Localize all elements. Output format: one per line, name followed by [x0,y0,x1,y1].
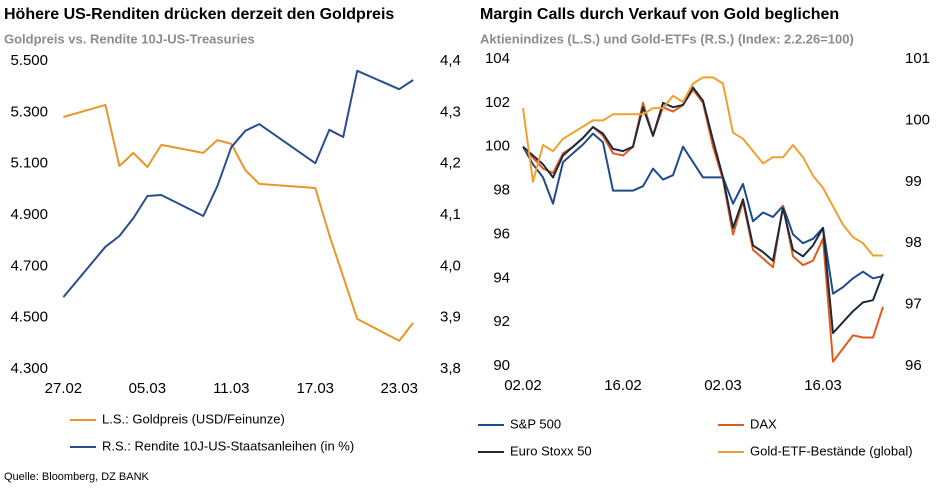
legend-label: DAX [750,416,777,431]
y2-tick-label: 100 [905,111,930,128]
x-tick-label: 02.03 [704,377,742,394]
x-tick-label: 16.03 [804,377,842,394]
chart-subtitle: Aktienindizes (L.S.) und Gold-ETFs (R.S.… [480,31,854,46]
y2-tick-label: 4,3 [440,103,461,120]
series-line [522,86,884,335]
series-line [62,69,414,298]
y-tick-label: 90 [493,357,510,374]
x-tick-label: 23.03 [380,380,418,397]
y2-tick-label: 4,4 [440,52,461,69]
chart-title: Höhere US-Renditen drücken derzeit den G… [4,6,394,23]
y2-tick-label: 101 [905,50,930,67]
y-tick-label: 5.300 [10,103,48,120]
y-tick-label: 100 [485,138,510,155]
y-tick-label: 94 [493,269,510,286]
y2-tick-label: 97 [905,296,922,313]
legend-label: S&P 500 [510,416,561,431]
legend-label: R.S.: Rendite 10J-US-Staatsanleihen (in … [102,438,354,453]
series-line [522,132,884,295]
y-tick-label: 4.500 [10,309,48,326]
y2-tick-label: 4,0 [440,257,461,274]
x-tick-label: 27.02 [45,380,83,397]
legend-label: Euro Stoxx 50 [510,443,592,458]
y2-tick-label: 4,1 [440,206,461,223]
y2-tick-label: 98 [905,234,922,251]
y-tick-label: 5.500 [10,52,48,69]
y-tick-label: 4.300 [10,360,48,377]
x-tick-label: 16.02 [604,377,642,394]
legend-label: L.S.: Goldpreis (USD/Feinunze) [102,411,285,426]
x-tick-label: 02.02 [504,377,542,394]
chart-subtitle: Goldpreis vs. Rendite 10J-US-Treasuries [4,31,255,46]
y-tick-label: 98 [493,182,510,199]
y2-tick-label: 3,9 [440,309,461,326]
y-tick-label: 5.100 [10,155,48,172]
x-tick-label: 05.03 [129,380,167,397]
y2-tick-label: 99 [905,173,922,190]
y-tick-label: 102 [485,94,510,111]
series-line [522,76,883,257]
x-tick-label: 11.03 [213,380,249,397]
chart-title: Margin Calls durch Verkauf von Gold begl… [480,6,839,23]
y2-tick-label: 96 [905,357,922,374]
y-tick-label: 96 [493,225,510,242]
y2-tick-label: 4,2 [440,155,461,172]
legend-label: Gold-ETF-Bestände (global) [750,443,913,458]
x-tick-label: 17.03 [296,380,334,397]
y-tick-label: 92 [493,313,510,330]
y-tick-label: 4.700 [10,257,48,274]
series-line [63,103,414,342]
y-tick-label: 104 [485,50,510,67]
y2-tick-label: 3,8 [440,360,461,377]
y-tick-label: 4.900 [10,206,48,223]
source: Quelle: Bloomberg, DZ BANK [4,471,150,483]
